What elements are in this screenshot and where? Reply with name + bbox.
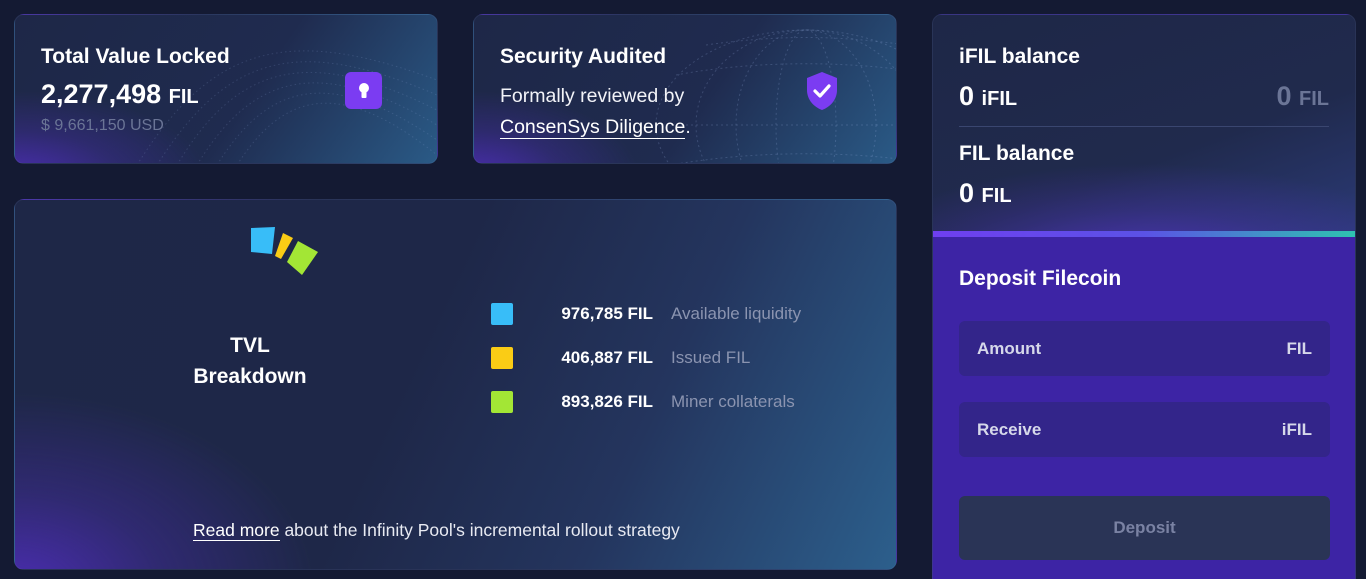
ifil-fil-equivalent: 0 FIL [1276,81,1329,112]
tvl-breakdown-title: TVL Breakdown [165,330,335,392]
divider [959,126,1329,127]
tvl-unit: FIL [168,86,199,108]
donut-segment-available-liquidity [251,227,275,254]
legend-label: Issued FIL [671,348,751,367]
audit-title: Security Audited [500,45,667,68]
fil-unit: FIL [981,185,1012,207]
tvl-title: Total Value Locked [41,45,230,68]
ifil-balance-value: 0 iFIL [959,81,1017,112]
legend-value: 406,887 FIL [561,348,653,367]
globe-wireframe-decoration [655,29,896,163]
consensys-diligence-link[interactable]: ConsenSys Diligence [500,116,686,139]
wave-pattern-decoration [137,50,437,163]
legend-swatch [491,391,513,413]
receive-unit: iFIL [1281,419,1312,439]
legend-label: Miner collaterals [671,392,795,411]
donut-segment-miner-collaterals [287,241,318,275]
receive-label: Receive [977,419,1042,439]
legend-item-miner-collaterals: 893,826 FIL Miner collaterals [491,390,795,414]
donut-segment-issued-fil [275,233,293,259]
read-more-link[interactable]: Read more [193,520,280,541]
fil-amount: 0 [959,178,975,208]
tvl-breakdown-title-line2: Breakdown [193,365,307,388]
amount-label: Amount [977,338,1042,358]
amount-input[interactable]: Amount FIL [959,321,1330,376]
ifil-fil-amount: 0 [1276,81,1292,111]
deposit-button[interactable]: Deposit [959,496,1330,560]
fil-balance-value: 0 FIL [959,178,1012,209]
keyhole-icon [345,72,382,109]
audit-description: Formally reviewed by ConsenSys Diligence… [500,81,800,143]
amount-unit: FIL [1286,338,1313,358]
audit-text-before: Formally reviewed by [500,85,685,107]
tvl-card: Total Value Locked 2,277,498 FIL $ 9,661… [14,14,438,164]
legend-item-issued-fil: 406,887 FIL Issued FIL [491,346,750,370]
deposit-panel: iFIL balance 0 iFIL 0 FIL FIL balance 0 … [932,14,1356,579]
legend-label: Available liquidity [671,304,802,323]
balances-section: iFIL balance 0 iFIL 0 FIL FIL balance 0 … [933,15,1355,237]
legend-item-available-liquidity: 976,785 FIL Available liquidity [491,302,801,326]
read-more-text: about the Infinity Pool's incremental ro… [279,520,680,540]
tvl-amount: 2,277,498 [41,79,162,109]
deposit-title: Deposit Filecoin [959,267,1122,290]
legend-value: 976,785 FIL [561,304,653,323]
ifil-balance-title: iFIL balance [959,45,1080,68]
accent-gradient-bar [933,231,1355,237]
tvl-breakdown-card: TVL Breakdown 976,785 FIL Available liqu… [14,199,897,570]
legend-swatch [491,303,513,325]
tvl-breakdown-title-line1: TVL [230,334,270,357]
legend-swatch [491,347,513,369]
tvl-usd-value: $ 9,661,150 USD [41,117,164,134]
rollout-strategy-note: Read more about the Infinity Pool's incr… [193,520,680,541]
deposit-form: Deposit Filecoin Amount FIL Receive iFIL… [933,237,1355,579]
ifil-amount: 0 [959,81,975,111]
shield-check-icon [807,72,837,110]
ifil-unit: iFIL [981,88,1018,110]
legend-value: 893,826 FIL [561,392,653,411]
ifil-fil-unit: FIL [1299,88,1329,110]
tvl-value: 2,277,498 FIL [41,79,199,110]
receive-field[interactable]: Receive iFIL [959,402,1330,457]
security-audit-card: Security Audited Formally reviewed by Co… [473,14,897,164]
audit-text-after: . [685,116,691,138]
fil-balance-title: FIL balance [959,142,1075,165]
tvl-donut-chart [251,227,318,275]
